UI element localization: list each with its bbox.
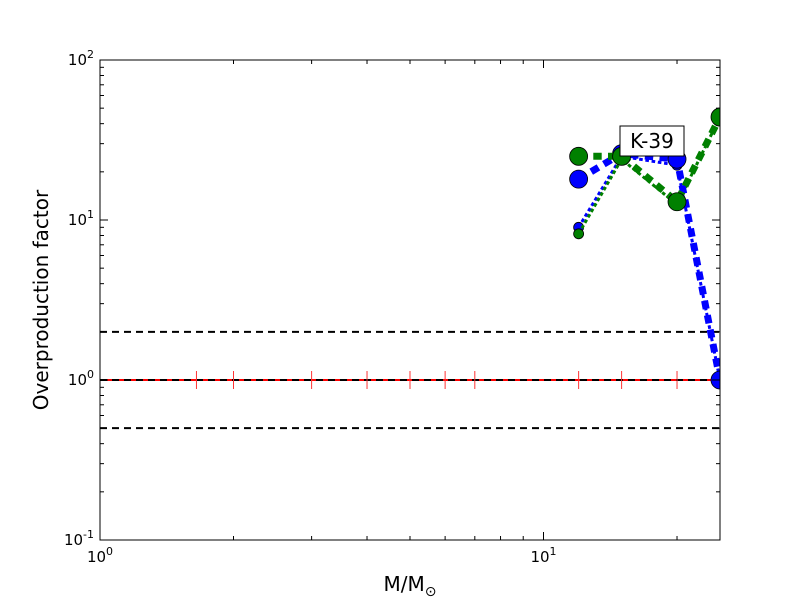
x-tick-base: 10	[530, 548, 549, 566]
plot-frame	[99, 59, 721, 541]
y-tick-label: 10-1	[64, 528, 94, 549]
major-ticks	[99, 59, 720, 541]
series-point-4	[710, 107, 720, 127]
y-tick-label: 100	[68, 368, 94, 389]
y-tick-base: 10	[64, 531, 83, 549]
y-tick-base: 10	[68, 211, 87, 229]
x-tick-label: 100	[87, 545, 113, 566]
x-axis-label-subscript: ⊙	[425, 584, 437, 600]
plot-area	[100, 60, 720, 540]
series-point-2	[573, 228, 585, 240]
y-tick-exponent: 2	[87, 48, 94, 61]
y-tick-label: 101	[68, 208, 94, 229]
x-tick-exponent: 0	[106, 545, 113, 558]
y-tick-exponent: -1	[83, 528, 94, 541]
series-point-4	[667, 192, 687, 212]
series-line-4	[578, 115, 720, 208]
y-tick-exponent: 0	[87, 368, 94, 381]
y-tick-label: 102	[68, 48, 94, 69]
x-tick-base: 10	[87, 548, 106, 566]
y-tick-base: 10	[68, 51, 87, 69]
y-axis-label: Overproduction factor	[29, 189, 53, 410]
annotation-box: K-39	[619, 125, 685, 157]
y-tick-exponent: 1	[87, 208, 94, 221]
x-tick-label: 101	[530, 545, 556, 566]
annotation-box-frame	[619, 125, 685, 157]
series-point-3	[569, 169, 589, 189]
y-tick-base: 10	[68, 371, 87, 389]
minor-ticks	[100, 60, 720, 540]
x-axis-label-main: M/M	[384, 572, 425, 596]
annotation-label: K-39	[630, 129, 674, 153]
x-tick-exponent: 1	[550, 545, 557, 558]
x-axis-label: M/M⊙	[384, 572, 437, 600]
red-tick-markers	[195, 371, 678, 389]
series-point-4	[569, 146, 589, 166]
